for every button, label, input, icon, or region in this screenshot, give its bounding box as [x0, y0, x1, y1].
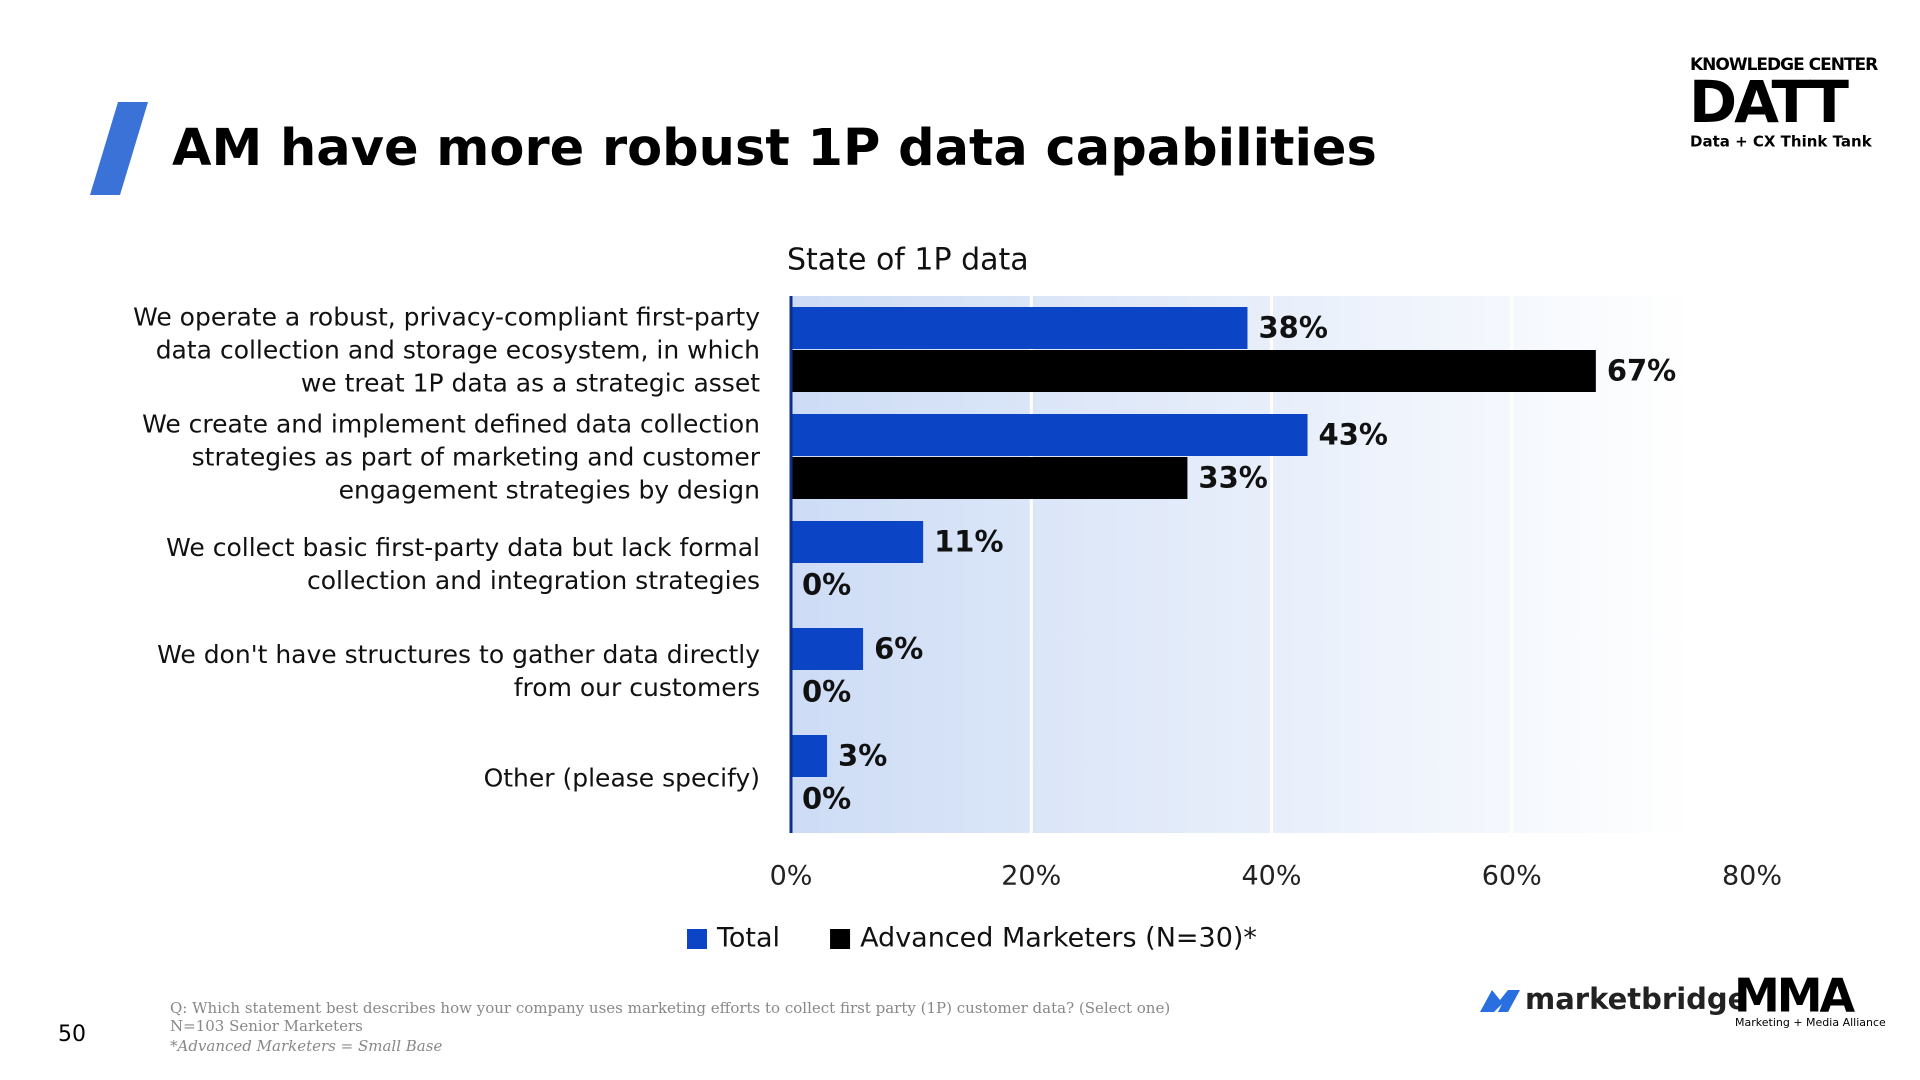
category-label: We don't have structures to gather data …: [157, 640, 760, 702]
bar: [791, 521, 924, 563]
x-tick-label: 0%: [770, 861, 813, 892]
bar: [791, 457, 1188, 499]
logo-mark: [1480, 990, 1520, 1012]
footnote: Q: Which statement best describes how yo…: [170, 999, 1171, 1017]
bar: [791, 307, 1248, 349]
x-tick-label: 60%: [1482, 861, 1542, 892]
value-label: 0%: [802, 782, 851, 816]
legend-label: Advanced Marketers (N=30)*: [860, 923, 1257, 954]
footnote: *Advanced Marketers = Small Base: [170, 1037, 443, 1055]
legend-swatch: [687, 929, 707, 949]
value-label: 0%: [802, 568, 851, 602]
logo-text: DATT: [1689, 68, 1849, 136]
x-tick-label: 80%: [1722, 861, 1782, 892]
bar: [791, 735, 828, 777]
category-label: Other (please specify): [483, 763, 760, 793]
legend-swatch: [830, 929, 851, 949]
logo-text: marketbridge: [1525, 982, 1747, 1016]
bar: [791, 350, 1596, 392]
logo-text: KNOWLEDGE CENTER: [1690, 55, 1878, 75]
value-label: 3%: [838, 739, 887, 773]
value-label: 11%: [934, 525, 1003, 559]
legend-label: Total: [716, 923, 780, 954]
bar: [791, 414, 1308, 456]
value-label: 0%: [802, 675, 851, 709]
x-tick-label: 40%: [1241, 861, 1301, 892]
value-label: 6%: [874, 632, 923, 666]
logo-text: Data + CX Think Tank: [1690, 133, 1873, 151]
category-label: We operate a robust, privacy-compliant f…: [133, 302, 760, 398]
value-label: 33%: [1198, 461, 1267, 495]
category-label: We collect basic first-party data but la…: [166, 533, 760, 595]
chart-title: State of 1P data: [787, 243, 1029, 278]
bar: [791, 628, 864, 670]
value-label: 38%: [1258, 311, 1327, 345]
logo-text: MMA: [1734, 969, 1856, 1023]
value-label: 43%: [1319, 418, 1388, 452]
logo-text: Marketing + Media Alliance: [1735, 1016, 1886, 1029]
value-label: 67%: [1607, 354, 1676, 388]
category-label: We create and implement defined data col…: [142, 409, 760, 505]
x-tick-label: 20%: [1001, 861, 1061, 892]
title-slash: [90, 102, 148, 195]
footnote: N=103 Senior Marketers: [170, 1017, 363, 1035]
page-number: 50: [58, 1022, 86, 1047]
slide-title: AM have more robust 1P data capabilities: [172, 119, 1377, 178]
